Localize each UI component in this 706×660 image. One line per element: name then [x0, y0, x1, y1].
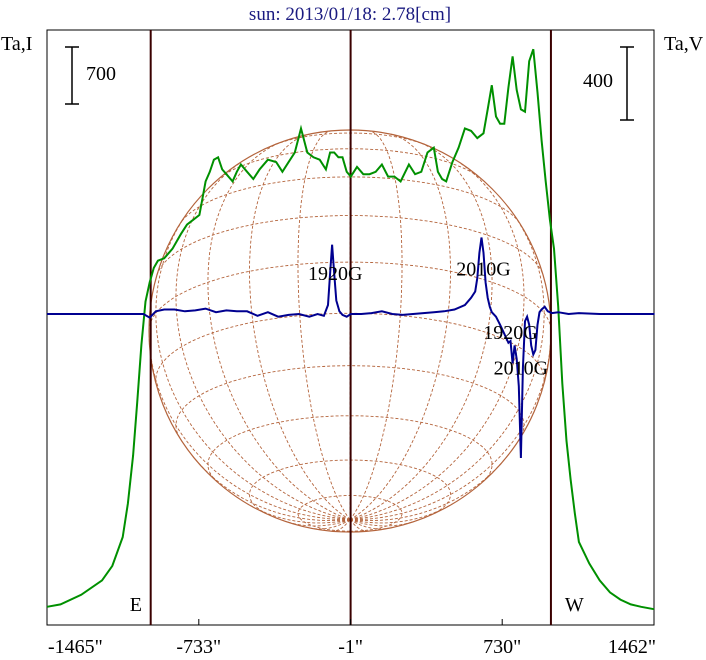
x-tick-label: 1462" — [608, 636, 656, 658]
peak-annotation: 1920G — [308, 263, 362, 285]
limb-label-w: W — [565, 594, 584, 616]
right-axis-label: Ta,V — [664, 33, 704, 55]
longitude-line — [155, 212, 351, 521]
longitude-line — [285, 519, 351, 527]
longitude-line — [349, 212, 545, 521]
series-line-intensity — [46, 48, 655, 611]
longitude-line — [349, 330, 552, 521]
latitude-line — [148, 261, 552, 332]
longitude-line — [148, 330, 351, 521]
limb-lines — [149, 30, 552, 625]
left-scale-value: 700 — [86, 63, 116, 85]
latitude-line — [207, 415, 493, 483]
longitude-line — [192, 456, 351, 522]
longitude-line — [313, 519, 351, 530]
x-tick-label: -1465" — [48, 636, 103, 658]
longitude-line — [349, 133, 451, 521]
longitude-line — [349, 142, 493, 521]
series-line-polarization — [47, 237, 655, 459]
limb-label-e: E — [130, 594, 142, 616]
longitude-line — [175, 162, 351, 521]
longitude-line — [333, 519, 351, 532]
peak-annotation: 1920G — [483, 322, 537, 344]
right-scale-value: 400 — [583, 70, 613, 92]
longitude-line — [297, 130, 351, 521]
left-axis-label: Ta,I — [1, 33, 32, 55]
longitude-line — [349, 456, 508, 522]
longitude-line — [349, 519, 387, 530]
x-tick-label: -733" — [176, 636, 221, 658]
longitude-line — [249, 133, 351, 521]
longitude-line — [349, 162, 525, 521]
chart-title: sun: 2013/01/18: 2.78[cm] — [249, 4, 451, 25]
peak-annotation: 2010G — [494, 357, 548, 379]
x-tick-label: -1" — [338, 636, 363, 658]
x-tick-label: 730" — [483, 636, 521, 658]
longitude-line — [349, 130, 403, 521]
right-scale-bar: 400 — [583, 46, 634, 121]
longitude-line — [349, 519, 367, 532]
longitude-line — [349, 519, 415, 527]
left-scale-bar: 700 — [65, 46, 116, 105]
longitude-line — [207, 142, 351, 521]
peak-annotation: 2010G — [456, 258, 510, 280]
